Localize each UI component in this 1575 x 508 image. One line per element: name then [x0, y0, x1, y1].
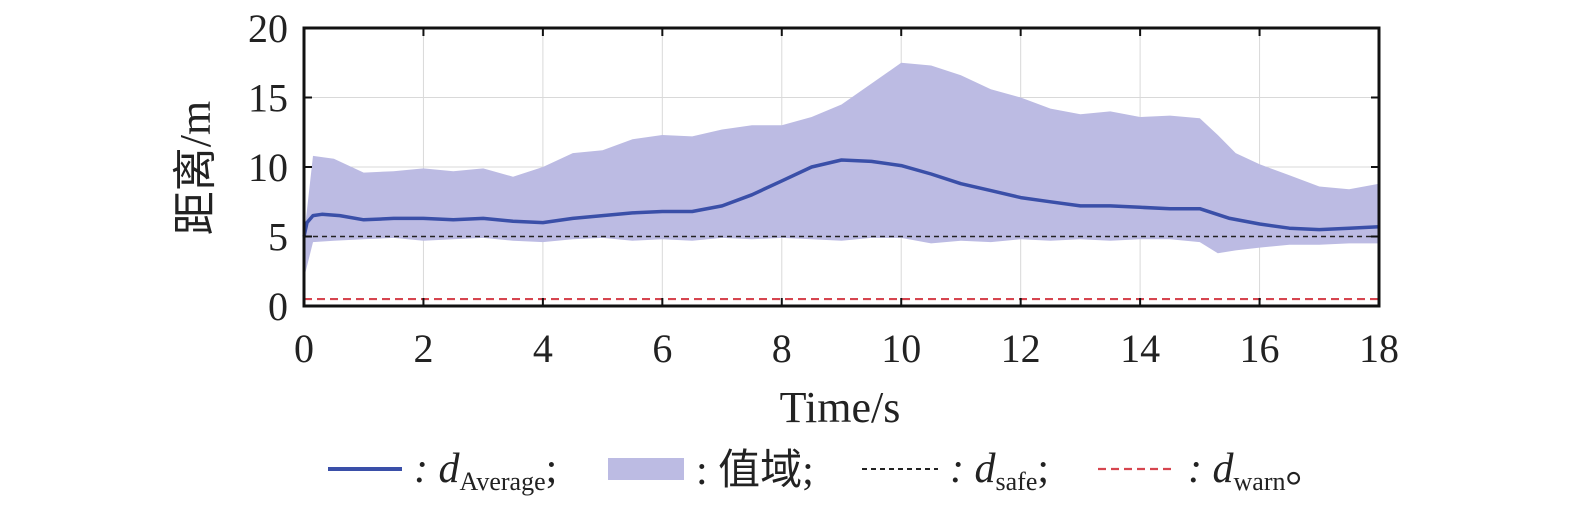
y-tick-label-2: 10: [248, 145, 288, 190]
x-tick-label-7: 14: [1120, 326, 1160, 371]
legend-safe-prefix: : d: [950, 446, 996, 492]
axis-tick-labels: 0 2 4 6 8 10 12 14 16 18 0 5 10 15 20: [248, 6, 1399, 371]
x-tick-label-6: 12: [1001, 326, 1041, 371]
average-distance-line: [302, 158, 1380, 237]
axis-ticks: [303, 27, 1380, 307]
legend-warn-prefix: : d: [1188, 446, 1234, 492]
y-tick-label-4: 20: [248, 6, 288, 51]
x-tick-label-3: 6: [652, 326, 672, 371]
legend-safe-label: : dsafe;: [950, 446, 1049, 496]
y-tick-label-3: 15: [248, 76, 288, 121]
legend-average-suffix: ;: [546, 446, 558, 492]
legend-warn-label: : dwarn。: [1188, 446, 1328, 496]
x-tick-label-0: 0: [294, 326, 314, 371]
legend-range-swatch: [608, 458, 684, 480]
x-tick-label-4: 8: [772, 326, 792, 371]
range-area: [304, 62, 1379, 279]
x-tick-label-8: 16: [1240, 326, 1280, 371]
x-tick-label-5: 10: [881, 326, 921, 371]
x-tick-label-2: 4: [533, 326, 553, 371]
y-tick-label-1: 5: [268, 215, 288, 260]
legend: : dAverage; : 值域; : dsafe; : dwarn。: [328, 446, 1328, 496]
legend-average-label: : dAverage;: [414, 446, 557, 496]
legend-warn-sub: warn: [1234, 467, 1286, 496]
y-tick-label-0: 0: [268, 284, 288, 329]
legend-safe-suffix: ;: [1037, 446, 1049, 492]
x-axis-label: Time/s: [780, 383, 901, 432]
legend-average-sub: Average: [460, 467, 546, 496]
legend-safe-sub: safe: [996, 467, 1038, 496]
legend-range-label: : 值域;: [696, 448, 814, 494]
y-axis-label: 距离/m: [171, 101, 220, 235]
x-tick-label-1: 2: [413, 326, 433, 371]
legend-average-prefix: : d: [414, 446, 460, 492]
x-tick-label-9: 18: [1359, 326, 1399, 371]
legend-warn-suffix: 。: [1285, 446, 1327, 492]
